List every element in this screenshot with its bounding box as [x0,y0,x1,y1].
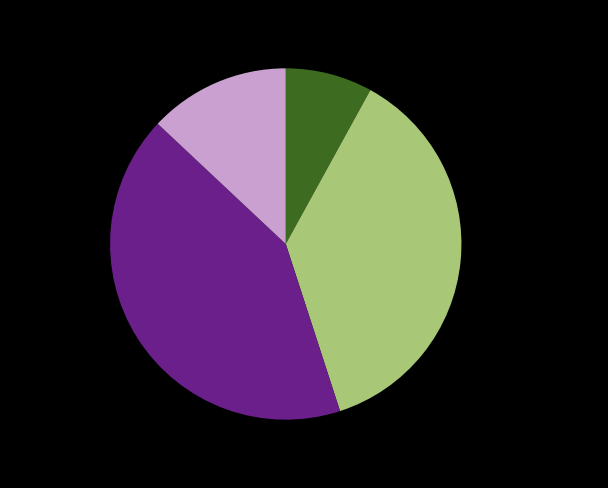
Wedge shape [286,90,461,411]
Wedge shape [286,68,370,244]
Wedge shape [157,68,286,244]
Wedge shape [110,124,340,420]
